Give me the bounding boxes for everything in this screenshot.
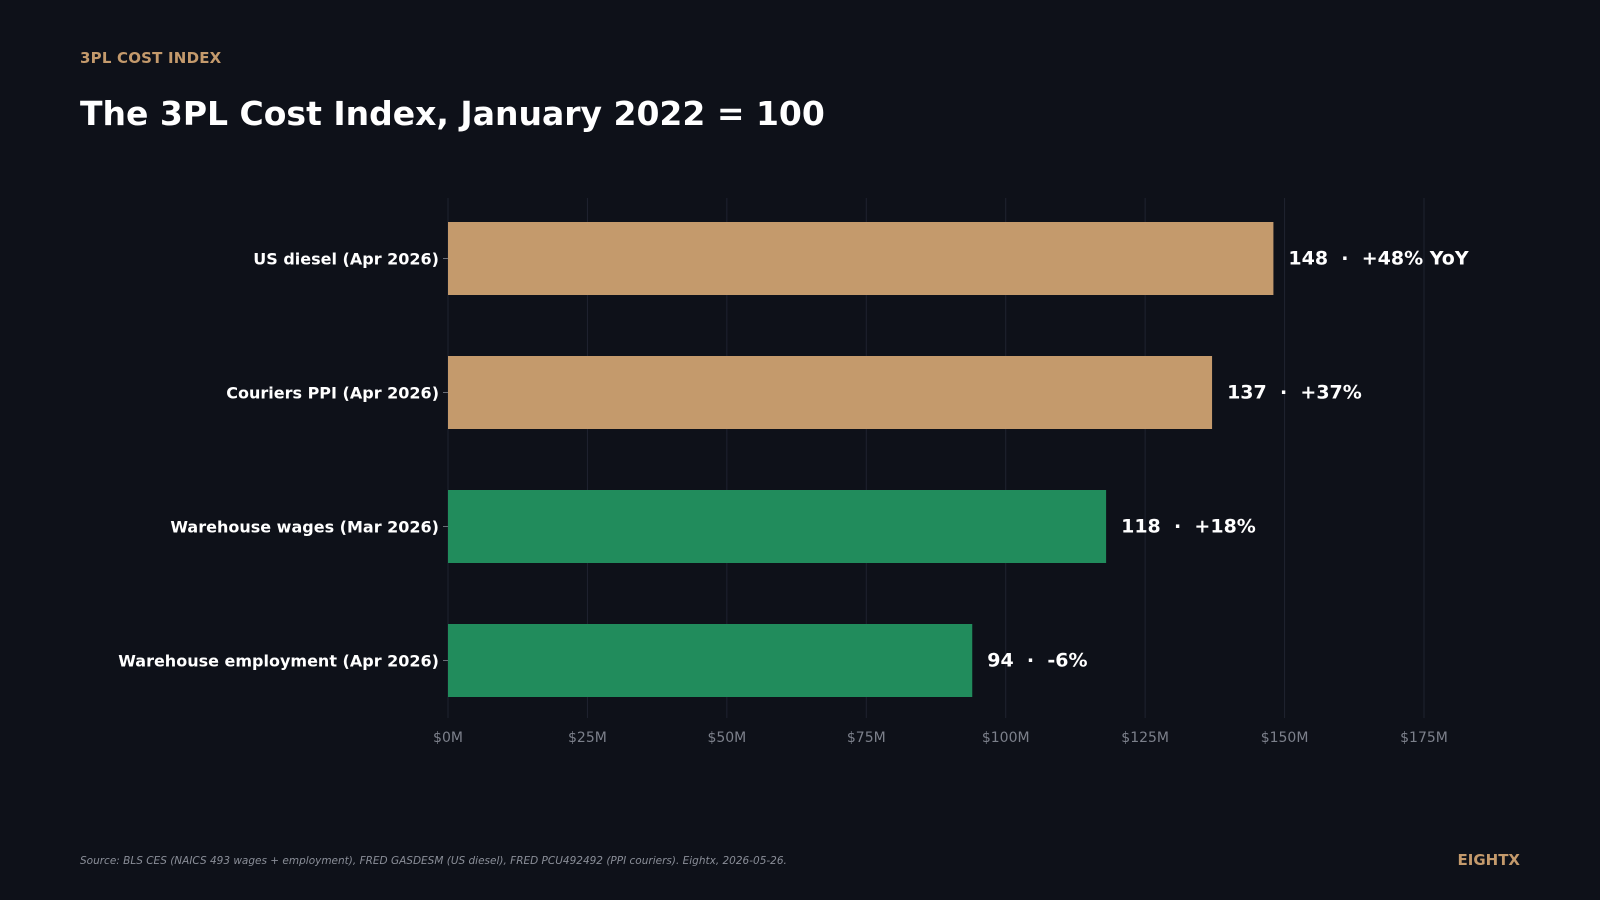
category-label: Warehouse wages (Mar 2026) xyxy=(170,518,439,537)
x-tick-label: $175M xyxy=(1400,730,1448,746)
source-note: Source: BLS CES (NAICS 493 wages + emplo… xyxy=(80,855,787,867)
data-label: 137 · +37% xyxy=(1227,382,1362,404)
category-label: Couriers PPI (Apr 2026) xyxy=(226,384,439,403)
category-label: US diesel (Apr 2026) xyxy=(253,250,439,269)
chart-eyebrow: 3PL COST INDEX xyxy=(80,49,222,67)
bar xyxy=(448,356,1213,429)
bar xyxy=(448,624,973,697)
data-label: 148 · +48% YoY xyxy=(1288,248,1468,270)
bar xyxy=(448,222,1274,295)
x-tick-label: $75M xyxy=(847,730,886,746)
x-axis-ticks: $0M $25M $50M $75M $100M $125M $150M $175M xyxy=(433,730,1448,746)
data-label: 94 · -6% xyxy=(987,650,1087,672)
category-label: Warehouse employment (Apr 2026) xyxy=(118,652,439,671)
data-label: 118 · +18% xyxy=(1121,516,1256,538)
x-tick-label: $125M xyxy=(1121,730,1169,746)
x-tick-label: $25M xyxy=(568,730,607,746)
x-tick-label: $50M xyxy=(707,730,746,746)
category-labels: US diesel (Apr 2026) Couriers PPI (Apr 20… xyxy=(118,250,448,671)
x-tick-label: $150M xyxy=(1261,730,1309,746)
brand-logo: EIGHTX xyxy=(1457,851,1521,869)
bar xyxy=(448,490,1107,563)
chart-title: The 3PL Cost Index, January 2022 = 100 xyxy=(80,94,825,133)
bars xyxy=(448,222,1274,697)
x-tick-label: $0M xyxy=(433,730,463,746)
data-labels: 148 · +48% YoY 137 · +37% 118 · +18% 94 · -… xyxy=(987,248,1469,672)
x-tick-label: $100M xyxy=(982,730,1030,746)
